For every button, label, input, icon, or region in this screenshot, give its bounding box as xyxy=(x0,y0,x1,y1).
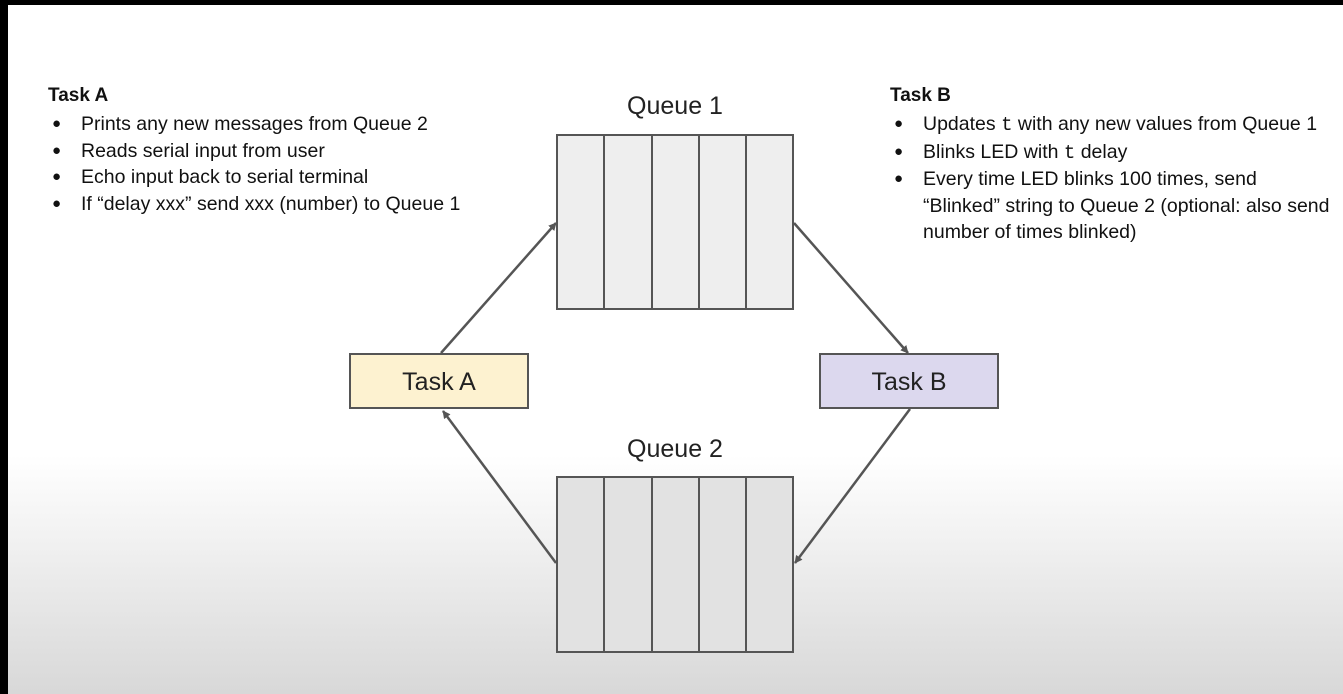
arrow-queue-1-to-task-b xyxy=(793,222,909,354)
queue-1 xyxy=(556,134,794,310)
queue-diagram: Queue 1 Queue 2 Task A Task B xyxy=(349,92,999,653)
code-variable-t: t xyxy=(1063,141,1076,164)
task-b-label: Task B xyxy=(871,368,946,396)
bullet-text: Updates xyxy=(923,113,1002,135)
task-b-node: Task B xyxy=(819,353,999,409)
task-a-box xyxy=(349,353,529,409)
code-variable-t: t xyxy=(1001,114,1013,136)
arrow-task-a-to-queue-1 xyxy=(440,222,557,354)
task-a-bullet-list: Prints any new messages from Queue 2 Rea… xyxy=(48,111,488,217)
bullet-text: Blinks LED with xyxy=(923,140,1064,163)
queue-1-label: Queue 1 xyxy=(627,92,723,120)
task-b-bullet: Blinks LED with t delay xyxy=(890,139,1330,167)
task-b-notes: Task B Updates t with any new values fro… xyxy=(890,85,1330,246)
bullet-text: with any new values from Queue 1 xyxy=(1012,113,1318,135)
task-b-bullet: Every time LED blinks 100 times, send “B… xyxy=(890,166,1330,246)
task-a-node: Task A xyxy=(349,353,529,409)
queue-2-box xyxy=(556,476,794,653)
task-b-box xyxy=(819,353,999,409)
task-a-notes: Task A Prints any new messages from Queu… xyxy=(48,85,488,217)
task-b-bullet: Updates t with any new values from Queue… xyxy=(890,111,1330,139)
task-a-heading: Task A xyxy=(48,85,109,106)
slide: Task A Prints any new messages from Queu… xyxy=(8,5,1343,694)
task-b-heading: Task B xyxy=(890,85,951,106)
bullet-text: delay xyxy=(1075,140,1128,163)
arrow-task-b-to-queue-2 xyxy=(793,408,912,564)
task-a-bullet: If “delay xxx” send xxx (number) to Queu… xyxy=(48,191,488,218)
task-a-bullet: Prints any new messages from Queue 2 xyxy=(48,111,488,138)
task-a-label: Task A xyxy=(402,368,476,396)
queue-2-label: Queue 2 xyxy=(627,435,723,463)
task-a-bullet: Echo input back to serial terminal xyxy=(48,164,488,191)
queue-2 xyxy=(556,476,794,653)
arrow-queue-2-to-task-a xyxy=(441,410,558,564)
task-a-bullet: Reads serial input from user xyxy=(48,138,488,165)
task-b-bullet-list: Updates t with any new values from Queue… xyxy=(890,111,1330,246)
queue-1-box xyxy=(556,134,794,310)
